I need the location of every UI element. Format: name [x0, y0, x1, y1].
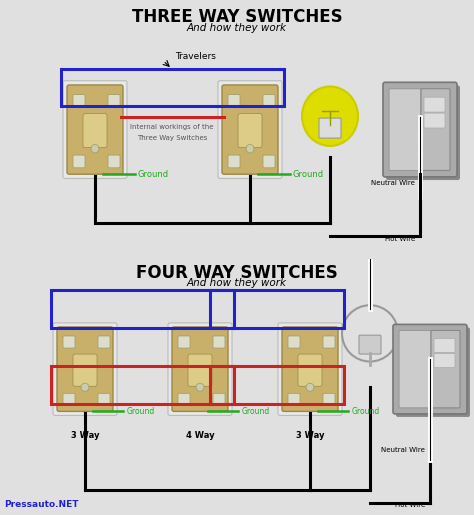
Text: Ground: Ground	[138, 170, 169, 179]
Text: Ground: Ground	[127, 407, 155, 416]
FancyBboxPatch shape	[228, 95, 240, 107]
FancyBboxPatch shape	[238, 114, 262, 148]
FancyBboxPatch shape	[178, 336, 190, 348]
FancyBboxPatch shape	[63, 336, 75, 348]
FancyBboxPatch shape	[218, 81, 282, 179]
FancyBboxPatch shape	[298, 354, 322, 386]
Text: Ground: Ground	[352, 407, 380, 416]
FancyBboxPatch shape	[288, 393, 300, 405]
Bar	[210, 290, 344, 328]
FancyBboxPatch shape	[323, 336, 335, 348]
FancyBboxPatch shape	[263, 95, 275, 107]
Circle shape	[306, 383, 314, 391]
Text: Internal workings of the: Internal workings of the	[130, 125, 214, 130]
FancyBboxPatch shape	[172, 327, 228, 411]
Circle shape	[246, 145, 254, 153]
FancyBboxPatch shape	[434, 354, 455, 368]
FancyBboxPatch shape	[421, 89, 450, 170]
FancyBboxPatch shape	[188, 354, 212, 386]
FancyBboxPatch shape	[434, 338, 455, 353]
FancyBboxPatch shape	[424, 113, 445, 128]
FancyBboxPatch shape	[288, 336, 300, 348]
Bar	[61, 69, 284, 106]
FancyBboxPatch shape	[386, 85, 460, 180]
Text: Neutral Wire: Neutral Wire	[381, 447, 425, 453]
FancyBboxPatch shape	[73, 155, 85, 168]
FancyBboxPatch shape	[73, 95, 85, 107]
Text: Travelers: Travelers	[175, 52, 216, 61]
Text: THREE WAY SWITCHES: THREE WAY SWITCHES	[132, 9, 342, 26]
FancyBboxPatch shape	[83, 114, 107, 148]
Text: And how they work: And how they work	[187, 23, 287, 33]
FancyBboxPatch shape	[73, 354, 97, 386]
FancyBboxPatch shape	[213, 336, 225, 348]
FancyBboxPatch shape	[178, 393, 190, 405]
FancyBboxPatch shape	[282, 327, 338, 411]
Circle shape	[342, 305, 398, 362]
FancyBboxPatch shape	[108, 95, 120, 107]
Text: 3 Way: 3 Way	[296, 431, 324, 440]
FancyBboxPatch shape	[278, 323, 342, 416]
FancyBboxPatch shape	[63, 393, 75, 405]
Text: Hot Wire: Hot Wire	[395, 502, 425, 508]
Text: Three Way Switches: Three Way Switches	[137, 135, 207, 141]
Circle shape	[196, 383, 204, 391]
FancyBboxPatch shape	[108, 155, 120, 168]
Text: And how they work: And how they work	[187, 278, 287, 288]
Text: Pressauto.NET: Pressauto.NET	[4, 500, 79, 509]
Bar	[51, 290, 234, 328]
FancyBboxPatch shape	[67, 85, 123, 174]
Text: Ground: Ground	[242, 407, 270, 416]
FancyBboxPatch shape	[57, 327, 113, 411]
FancyBboxPatch shape	[263, 155, 275, 168]
FancyBboxPatch shape	[396, 328, 470, 417]
FancyBboxPatch shape	[393, 324, 467, 414]
Circle shape	[81, 383, 89, 391]
FancyBboxPatch shape	[389, 89, 421, 170]
FancyBboxPatch shape	[63, 81, 127, 179]
FancyBboxPatch shape	[98, 336, 110, 348]
FancyBboxPatch shape	[168, 323, 232, 416]
Text: Neutral Wire: Neutral Wire	[371, 180, 415, 186]
FancyBboxPatch shape	[213, 393, 225, 405]
Text: FOUR WAY SWITCHES: FOUR WAY SWITCHES	[136, 264, 338, 282]
Text: Ground: Ground	[293, 170, 324, 179]
Text: Hot Wire: Hot Wire	[385, 236, 415, 242]
Text: 3 Way: 3 Way	[71, 431, 99, 440]
FancyBboxPatch shape	[399, 331, 431, 408]
Circle shape	[91, 145, 99, 153]
Text: 4 Way: 4 Way	[186, 431, 214, 440]
FancyBboxPatch shape	[359, 335, 381, 354]
Circle shape	[302, 87, 358, 146]
FancyBboxPatch shape	[222, 85, 278, 174]
FancyBboxPatch shape	[383, 82, 457, 177]
FancyBboxPatch shape	[228, 155, 240, 168]
Bar	[210, 366, 344, 404]
FancyBboxPatch shape	[323, 393, 335, 405]
FancyBboxPatch shape	[424, 97, 445, 112]
FancyBboxPatch shape	[98, 393, 110, 405]
Bar	[51, 366, 234, 404]
FancyBboxPatch shape	[319, 118, 341, 138]
FancyBboxPatch shape	[431, 331, 460, 408]
FancyBboxPatch shape	[53, 323, 117, 416]
